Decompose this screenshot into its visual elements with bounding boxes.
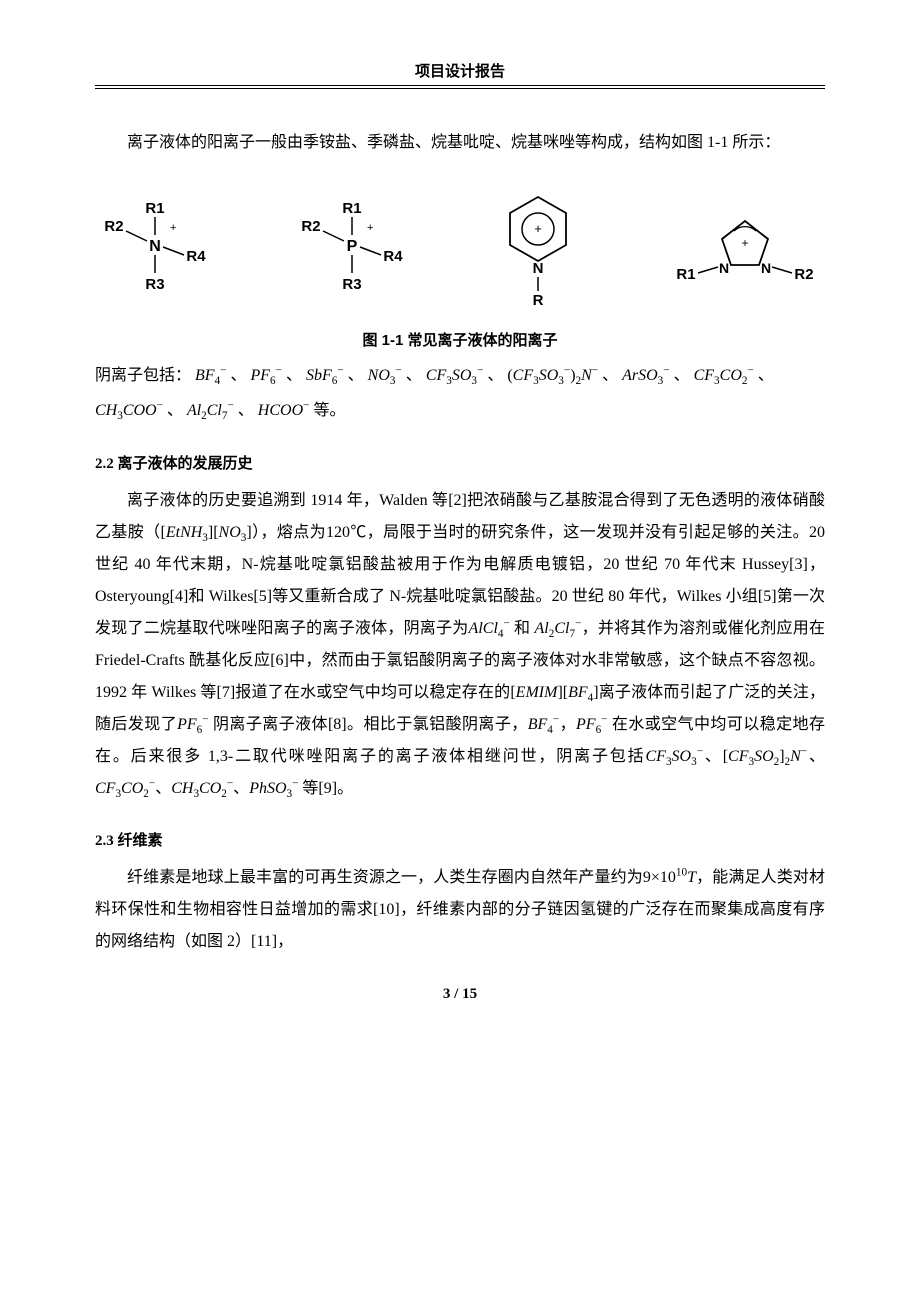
melting-point-value: 120℃ bbox=[326, 524, 367, 541]
svg-text:N: N bbox=[533, 260, 544, 277]
label-r1: R1 bbox=[145, 200, 164, 217]
svg-text:+: + bbox=[741, 236, 748, 250]
header-rule-thick bbox=[95, 85, 825, 86]
anion-tail-text: 等。 bbox=[313, 402, 345, 419]
history-text-f: 阴离子离子液体[8]。相比于氯铝酸阴离子， bbox=[209, 716, 528, 733]
svg-text:R2: R2 bbox=[301, 218, 320, 235]
intro-paragraph: 离子液体的阳离子一般由季铵盐、季磷盐、烷基吡啶、烷基咪唑等构成，结构如图 1-1… bbox=[95, 127, 825, 159]
svg-text:+: + bbox=[170, 222, 176, 234]
svg-text:+: + bbox=[535, 221, 543, 236]
quaternary-phosphonium-structure: R1 + P R2 R4 R3 bbox=[297, 199, 407, 299]
svg-text:R3: R3 bbox=[342, 276, 361, 293]
history-text-g: ， bbox=[559, 716, 576, 733]
svg-text:N: N bbox=[761, 260, 771, 276]
page-number: 3 / 15 bbox=[95, 986, 825, 1003]
label-r: R bbox=[533, 292, 544, 309]
cation-structures-figure: R1 + N R2 R4 R3 R1 + P R2 R4 bbox=[95, 189, 825, 309]
figure-1-1-caption: 图 1-1 常见离子液体的阳离子 bbox=[95, 329, 825, 350]
pyridinium-structure: + N R bbox=[493, 189, 583, 309]
quaternary-ammonium-structure: R1 + N R2 R4 R3 bbox=[100, 199, 210, 299]
anion-intro-text: 阴离子包括： bbox=[95, 367, 191, 384]
cellulose-paragraph: 纤维素是地球上最丰富的可再生资源之一，人类生存圈内自然年产量约为9×1010T，… bbox=[95, 862, 825, 958]
svg-text:R4: R4 bbox=[383, 248, 403, 265]
history-text-b: ），熔点为 bbox=[252, 524, 326, 541]
conj-and: 和 bbox=[510, 620, 535, 637]
section-2-3-heading: 2.3 纤维素 bbox=[95, 829, 825, 850]
cellulose-text-a: 纤维素是地球上最丰富的可再生资源之一，人类生存圈内自然年产量约为 bbox=[127, 869, 643, 886]
yield-unit: T bbox=[687, 869, 696, 886]
label-r2: R2 bbox=[104, 218, 123, 235]
label-r4: R4 bbox=[186, 248, 206, 265]
anion-list: 阴离子包括： BF4− 、 PF6− 、 SbF6− 、 NO3− 、 CF3S… bbox=[95, 358, 825, 428]
section-2-2-heading: 2.2 离子液体的发展历史 bbox=[95, 452, 825, 473]
svg-text:+: + bbox=[367, 222, 373, 234]
yield-exponent: 10 bbox=[676, 867, 687, 879]
svg-text:R2: R2 bbox=[794, 266, 813, 283]
svg-text:R1: R1 bbox=[676, 266, 695, 283]
header-rule-thin bbox=[95, 88, 825, 89]
history-paragraph: 离子液体的历史要追溯到 1914 年，Walden 等[2]把浓硝酸与乙基胺混合… bbox=[95, 485, 825, 805]
svg-text:R1: R1 bbox=[342, 200, 361, 217]
page-header-title: 项目设计报告 bbox=[95, 60, 825, 81]
history-text-end: 等[9]。 bbox=[298, 780, 353, 797]
label-r3: R3 bbox=[145, 276, 164, 293]
yield-value: 9×10 bbox=[643, 869, 676, 886]
svg-text:N: N bbox=[719, 260, 729, 276]
imidazolium-structure: + N N R1 R2 bbox=[670, 209, 820, 289]
label-n: N bbox=[149, 238, 161, 255]
label-p: P bbox=[346, 238, 357, 255]
